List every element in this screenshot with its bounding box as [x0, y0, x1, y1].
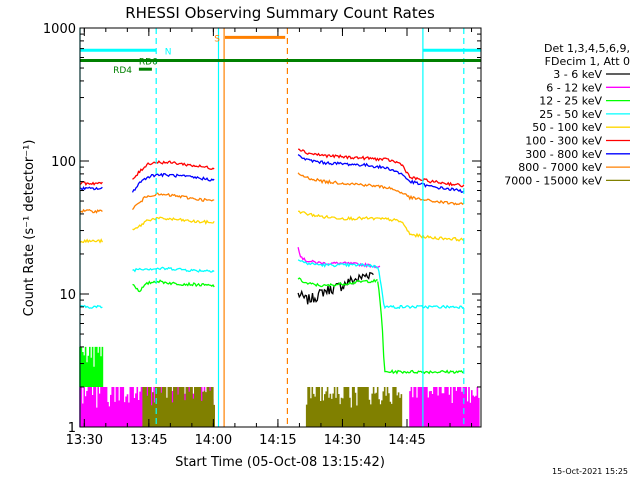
x-axis-label: Start Time (05-Oct-08 13:15:42) [175, 455, 385, 470]
series-line-2-2 [297, 277, 378, 288]
series-line-7-1 [131, 192, 215, 210]
flag-bar-label-3: RD4 [113, 66, 132, 76]
series-line-7-0 [79, 208, 103, 214]
x-tick-label-5: 14:45 [388, 433, 425, 448]
legend-header-0: Det 1,3,4,5,6,9, [544, 42, 630, 55]
series-line-5-1 [132, 160, 215, 180]
legend-label-1: 6 - 12 keV [546, 81, 602, 94]
flag-bars: N S RD0 RD4 [80, 34, 481, 76]
series-line-6-0 [79, 186, 103, 192]
series-line-6-1 [131, 172, 215, 193]
x-tick-label-0: 13:30 [66, 433, 103, 448]
flag-bar-label-1: S [214, 34, 220, 44]
axes: 13:30 13:45 14:00 14:15 14:30 14:45 1 10 100 1000 [43, 22, 481, 448]
legend-label-8: 7000 - 15000 keV [504, 174, 602, 187]
legend-label-4: 50 - 100 keV [532, 121, 602, 134]
legend-label-5: 100 - 300 keV [525, 135, 602, 148]
flag-bar-label-0: N [165, 47, 172, 57]
chart-title: RHESSI Observing Summary Count Rates [125, 4, 435, 22]
legend-label-0: 3 - 6 keV [553, 68, 602, 81]
series-line-6-2 [297, 154, 465, 194]
series-band-8-1 [305, 387, 403, 427]
legend-label-6: 300 - 800 keV [525, 148, 602, 161]
series-line-3-1 [132, 266, 215, 273]
legend-label-3: 25 - 50 keV [539, 108, 602, 121]
legend-header-1: FDecim 1, Att 0 [545, 55, 630, 68]
legend-label-7: 800 - 7000 keV [518, 161, 602, 174]
y-tick-label-1: 10 [59, 288, 76, 303]
series-line-4-0 [79, 238, 103, 244]
series-line-5-2 [297, 148, 465, 188]
series-line-2-3 [377, 281, 465, 375]
footer-timestamp: 15-Oct-2021 15:25 [552, 467, 628, 476]
legend: Det 1,3,4,5,6,9,FDecim 1, Att 03 - 6 keV… [504, 42, 630, 187]
x-tick-label-3: 14:15 [259, 433, 296, 448]
x-tick-label-1: 13:45 [130, 433, 167, 448]
series-lines [79, 148, 465, 375]
series-line-7-2 [297, 172, 465, 206]
series-bands [79, 346, 480, 427]
series-band-1-2 [409, 387, 480, 427]
series-line-3-0 [79, 304, 103, 309]
legend-label-2: 12 - 25 keV [539, 95, 602, 108]
flag-bar-label-2: RD0 [139, 58, 158, 68]
series-line-2-1 [132, 279, 215, 293]
y-tick-label-0: 1 [68, 421, 76, 436]
series-line-4-2 [298, 210, 465, 242]
series-line-3-2 [297, 259, 378, 269]
x-tick-label-4: 14:30 [324, 433, 361, 448]
series-band-8-0 [142, 387, 215, 427]
y-tick-label-3: 1000 [43, 22, 76, 37]
series-line-3-3 [377, 267, 465, 310]
plot-frame [79, 27, 482, 428]
series-line-4-1 [132, 216, 215, 231]
y-axis-label: Count Rate (s⁻¹ detector⁻¹) [22, 140, 37, 317]
y-tick-label-2: 100 [51, 155, 76, 170]
x-tick-label-2: 14:00 [195, 433, 232, 448]
